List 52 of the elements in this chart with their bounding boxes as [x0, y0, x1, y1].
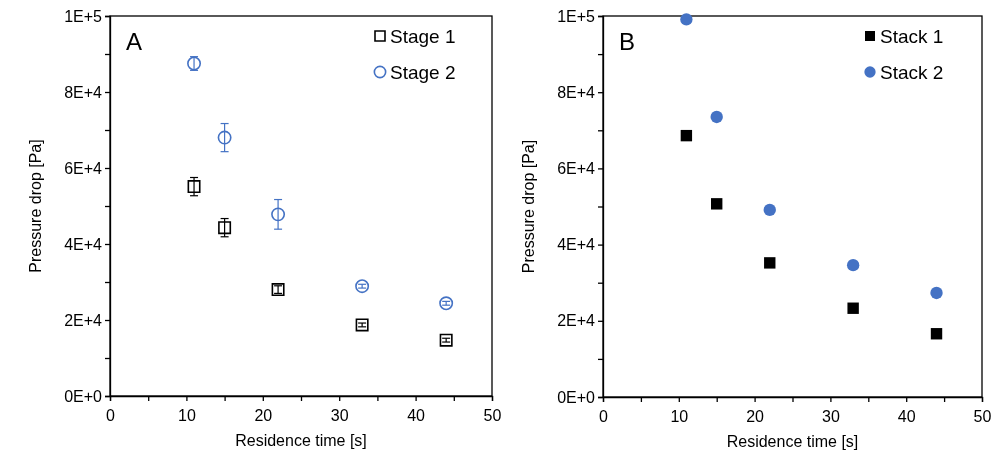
- point: [710, 110, 723, 124]
- x-tick-label: 10: [670, 407, 689, 425]
- point: [680, 129, 693, 142]
- y-axis-title: Pressure drop [Pa]: [520, 139, 538, 274]
- annotation: B: [619, 28, 636, 55]
- x-tick-label: 50: [973, 407, 992, 425]
- y-tick-label: 8E+4: [64, 83, 103, 101]
- legend-label: Stage 1: [390, 25, 456, 47]
- point: [930, 328, 943, 340]
- point: [271, 207, 286, 222]
- x-axis-title: Residence time [s]: [726, 433, 859, 450]
- point: [217, 130, 232, 145]
- y-tick-label: 6E+4: [557, 160, 596, 178]
- x-tick-label: 0: [599, 407, 609, 425]
- point: [847, 302, 859, 314]
- x-tick-label: 50: [483, 406, 502, 424]
- point: [355, 318, 369, 332]
- y-tick-label: 2E+4: [64, 311, 103, 329]
- legend-label: Stack 1: [880, 25, 944, 47]
- x-tick-label: 20: [746, 407, 765, 425]
- y-tick-label: 1E+5: [557, 7, 596, 25]
- y-tick-label: 2E+4: [557, 312, 596, 330]
- point: [680, 13, 693, 26]
- point: [711, 198, 723, 210]
- y-tick-label: 8E+4: [557, 83, 596, 101]
- x-tick-label: 10: [178, 406, 196, 424]
- point: [355, 279, 370, 294]
- x-tick-label: 0: [106, 406, 116, 424]
- legend-label: Stack 2: [880, 61, 944, 83]
- x-tick-label: 40: [407, 406, 426, 424]
- legend-label: Stage 2: [390, 61, 456, 83]
- point: [439, 296, 454, 311]
- point: [930, 286, 943, 300]
- point: [218, 221, 232, 235]
- y-tick-label: 0E+0: [64, 387, 103, 405]
- x-tick-label: 30: [330, 406, 349, 424]
- annotation: A: [126, 28, 143, 55]
- y-tick-label: 6E+4: [64, 159, 103, 177]
- point: [846, 259, 860, 272]
- x-tick-label: 20: [254, 406, 273, 424]
- point: [187, 180, 201, 194]
- point: [439, 333, 453, 347]
- y-tick-label: 0E+0: [557, 388, 596, 406]
- y-tick-label: 4E+4: [64, 235, 103, 253]
- y-tick-label: 4E+4: [557, 236, 596, 254]
- x-tick-label: 40: [897, 407, 916, 425]
- point: [764, 257, 776, 269]
- y-axis-title: Pressure drop [Pa]: [27, 139, 45, 273]
- point: [763, 203, 776, 217]
- y-tick-label: 1E+5: [64, 7, 103, 25]
- x-axis-title: Residence time [s]: [235, 432, 367, 449]
- x-tick-label: 30: [822, 407, 840, 425]
